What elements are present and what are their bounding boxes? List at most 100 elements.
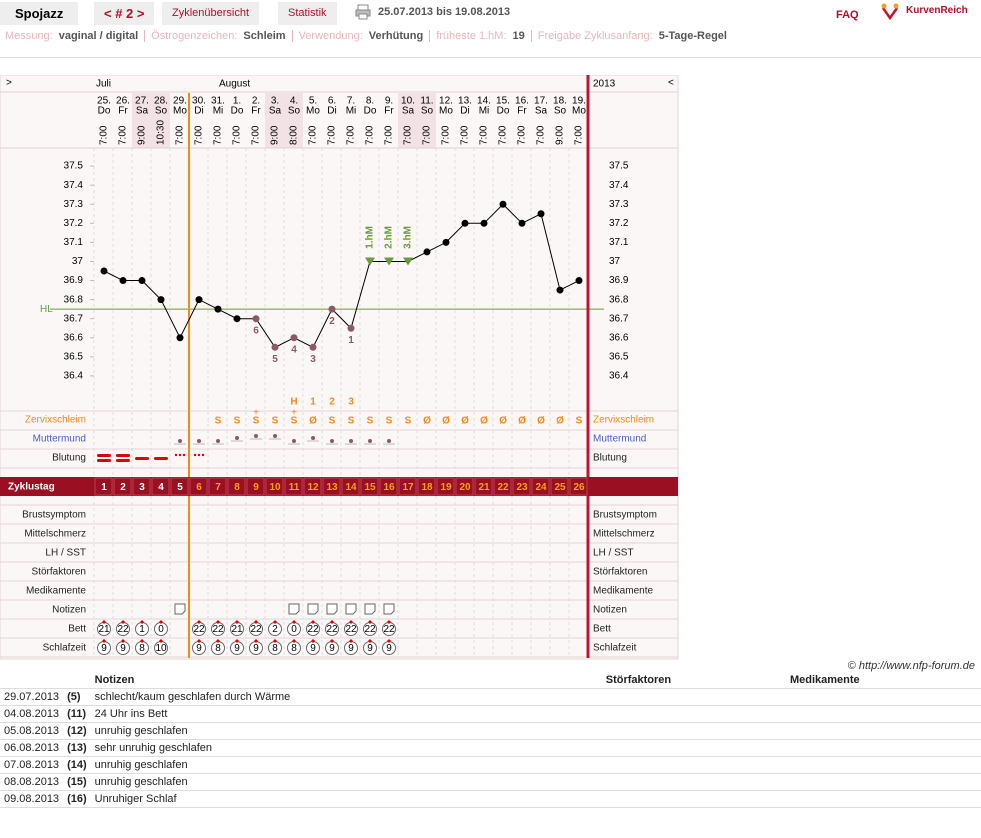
faq-link[interactable]: FAQ bbox=[836, 9, 859, 21]
note-cell: 07.08.2013 bbox=[0, 756, 64, 774]
time: 7:00 bbox=[536, 125, 547, 145]
time-pointer bbox=[102, 620, 106, 624]
time-pointer bbox=[330, 639, 334, 643]
spotting bbox=[174, 453, 178, 457]
time-pointer bbox=[159, 620, 163, 624]
date: 6. bbox=[328, 96, 336, 107]
temperature-point bbox=[461, 219, 469, 227]
y-tick-label: 37 bbox=[72, 256, 84, 267]
note-icon bbox=[174, 603, 186, 615]
setting: früheste 1.hM: 19 bbox=[429, 30, 531, 42]
note-icon bbox=[326, 603, 338, 615]
cycle-day: 9 bbox=[253, 482, 259, 493]
weekday: Sa bbox=[402, 106, 415, 117]
cervix-mucus: S bbox=[253, 416, 260, 427]
column-header: Medikamente bbox=[785, 672, 981, 689]
time-value: 21 bbox=[231, 624, 243, 635]
tab[interactable]: Zyklenübersicht bbox=[162, 2, 260, 25]
time-pointer bbox=[140, 620, 144, 624]
weekday: So bbox=[554, 106, 567, 117]
time: 7:00 bbox=[460, 125, 471, 145]
y-tick-label-right: 36.4 bbox=[609, 371, 629, 382]
time-value: 9 bbox=[196, 643, 202, 654]
setting: Östrogenzeichen: Schleim bbox=[144, 30, 292, 42]
cycle-day-cell bbox=[455, 477, 474, 496]
cycle-day-cell bbox=[227, 477, 246, 496]
date: 27. bbox=[135, 96, 149, 107]
copyright: © http://www.nfp-forum.de bbox=[847, 660, 975, 672]
weekday: Mi bbox=[213, 106, 224, 117]
nav-prev[interactable]: > bbox=[6, 78, 12, 89]
nav-next: < bbox=[668, 78, 674, 89]
bleeding bbox=[116, 459, 130, 462]
time-value: 22 bbox=[326, 624, 338, 635]
point-label: 2 bbox=[329, 316, 335, 327]
bleeding bbox=[154, 457, 168, 460]
time: 7:00 bbox=[327, 125, 338, 145]
temperature-point bbox=[195, 296, 203, 304]
empty-cell bbox=[785, 756, 981, 774]
weekday: Mo bbox=[439, 106, 453, 117]
time-pointer bbox=[216, 620, 220, 624]
cycle-nav[interactable]: < # 2 > bbox=[94, 2, 155, 25]
temperature-point bbox=[556, 286, 564, 294]
cervix-mucus: Ø bbox=[537, 416, 545, 427]
y-tick-label: 37.3 bbox=[64, 199, 84, 210]
print-icon[interactable] bbox=[355, 4, 371, 20]
note-icon bbox=[383, 603, 395, 615]
date: 3. bbox=[271, 96, 279, 107]
brand-icon bbox=[881, 3, 899, 20]
cervix-mucus: S bbox=[386, 416, 393, 427]
weekday: Di bbox=[194, 106, 203, 117]
peak-label: H bbox=[290, 397, 297, 408]
setting-value: 5-Tage-Regel bbox=[658, 30, 727, 42]
time-pointer bbox=[349, 639, 353, 643]
spotting bbox=[201, 453, 205, 457]
cover-line-label: HL bbox=[40, 304, 53, 315]
note-cell: 06.08.2013 bbox=[0, 739, 64, 757]
note-cell: (13) bbox=[63, 739, 91, 757]
y-tick-label-right: 37.2 bbox=[609, 218, 629, 229]
cycle-day: 20 bbox=[459, 482, 471, 493]
cycle-day: 19 bbox=[440, 482, 452, 493]
brand[interactable]: KurvenReich bbox=[906, 5, 968, 16]
date: 11. bbox=[420, 96, 433, 107]
y-tick-label: 36.6 bbox=[64, 332, 84, 343]
y-tick-label: 37.2 bbox=[64, 218, 84, 229]
date-range: 25.07.2013 bis 19.08.2013 bbox=[378, 6, 511, 18]
time-pointer bbox=[387, 620, 391, 624]
setting: Verwendung: Verhütung bbox=[291, 30, 430, 42]
setting-value: 19 bbox=[512, 30, 525, 42]
time-pointer bbox=[102, 639, 106, 643]
row-label: Störfaktoren bbox=[32, 567, 86, 578]
y-tick-label-right: 37.3 bbox=[609, 199, 629, 210]
cervix-mucus: S bbox=[291, 416, 298, 427]
note-cell: 04.08.2013 bbox=[0, 705, 64, 723]
note-cell: sehr unruhig geschlafen bbox=[90, 739, 602, 757]
time-pointer bbox=[159, 639, 163, 643]
weekday: Do bbox=[364, 106, 377, 117]
cervix-mucus: S bbox=[367, 416, 374, 427]
cervix-mucus: S bbox=[348, 416, 355, 427]
temperature-point bbox=[252, 315, 260, 323]
y-tick-label-right: 36.7 bbox=[609, 313, 629, 324]
date: 28. bbox=[154, 96, 168, 107]
note-cell: 29.07.2013 bbox=[0, 688, 64, 706]
weekday: Sa bbox=[136, 106, 149, 117]
tab[interactable]: Statistik bbox=[278, 2, 337, 25]
temperature-point bbox=[537, 210, 545, 218]
note-cell: Unruhiger Schlaf bbox=[90, 790, 602, 808]
weekday: Mo bbox=[173, 106, 187, 117]
time-pointer bbox=[292, 639, 296, 643]
cycle-day: 26 bbox=[573, 482, 585, 493]
weekday: So bbox=[288, 106, 301, 117]
time-pointer bbox=[235, 620, 239, 624]
weekday: So bbox=[421, 106, 434, 117]
cycle-day-cell bbox=[170, 477, 189, 496]
time-pointer bbox=[273, 639, 277, 643]
y-tick-label-right: 36.9 bbox=[609, 275, 629, 286]
cycle-day: 23 bbox=[516, 482, 528, 493]
hm-marker bbox=[384, 257, 394, 266]
time-value: 9 bbox=[329, 643, 335, 654]
cycle-day-cell bbox=[436, 477, 455, 496]
